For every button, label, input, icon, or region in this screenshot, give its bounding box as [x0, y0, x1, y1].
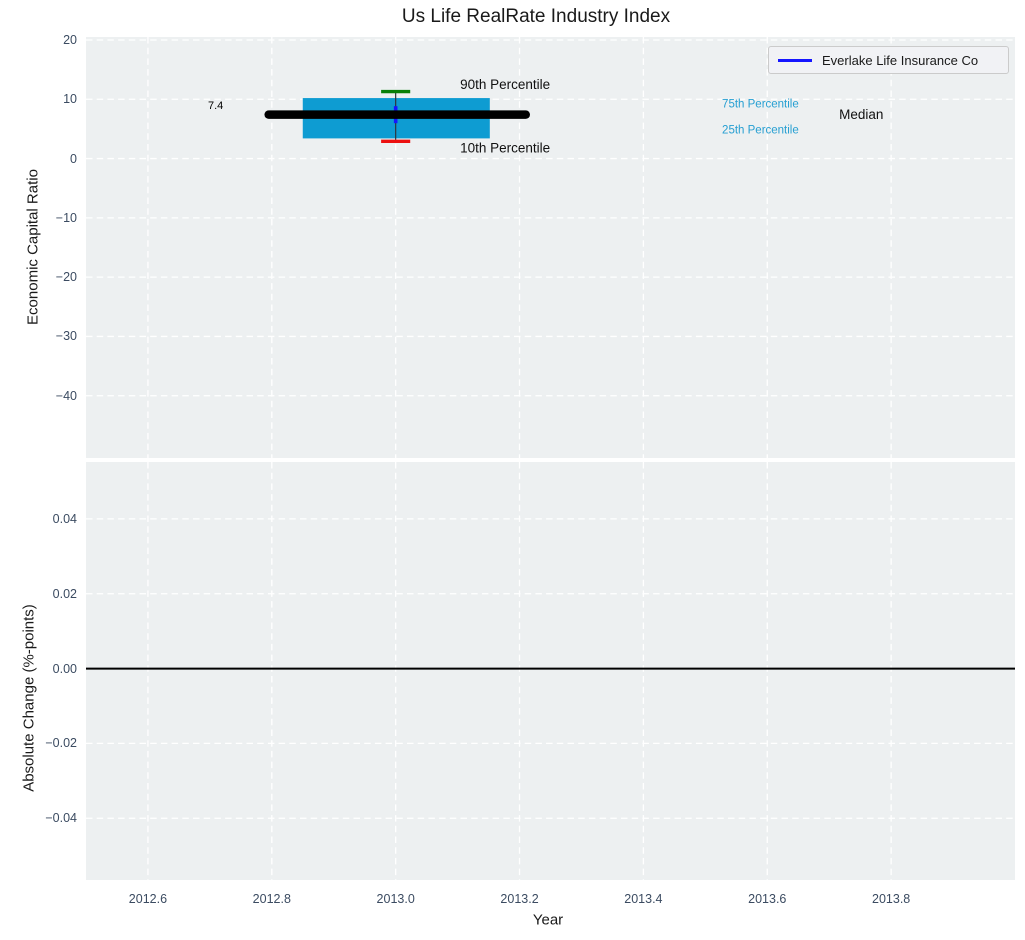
y-tick-label: 20	[63, 33, 77, 47]
x-axis-label: Year	[533, 912, 563, 929]
x-tick-label: 2013.8	[872, 892, 910, 906]
annotation-text: 10th Percentile	[460, 140, 550, 155]
y-tick-label: −0.04	[45, 811, 77, 825]
y-tick-label: −10	[56, 211, 77, 225]
annotation-text: 7.4	[208, 100, 223, 112]
annotation-text: 25th Percentile	[722, 125, 799, 137]
y-tick-label: −40	[56, 389, 77, 403]
y-tick-label: 0	[70, 152, 77, 166]
y-tick-label: −0.02	[45, 736, 77, 750]
bottom-y-axis-label: Absolute Change (%-points)	[21, 604, 38, 792]
bottom-plot-area	[86, 462, 1015, 880]
y-tick-label: 10	[63, 92, 77, 106]
top-y-axis-label: Economic Capital Ratio	[25, 169, 42, 325]
legend-label: Everlake Life Insurance Co	[822, 53, 978, 68]
bottom-plot-canvas	[86, 462, 1015, 880]
y-tick-label: −30	[56, 329, 77, 343]
x-tick-label: 2012.8	[253, 892, 291, 906]
annotation-text: 90th Percentile	[460, 77, 550, 92]
legend-line-icon	[778, 59, 812, 62]
y-tick-label: 0.04	[53, 512, 77, 526]
annotation-text: Median	[839, 107, 883, 122]
y-tick-label: 0.02	[53, 587, 77, 601]
y-tick-label: −20	[56, 270, 77, 284]
x-tick-label: 2013.6	[748, 892, 786, 906]
top-plot-canvas: 7.4 90th Percentile 10th Percentile 75th Pe…	[86, 37, 1015, 458]
chart-title: Us Life RealRate Industry Index	[86, 6, 986, 28]
top-plot-area: 7.4 90th Percentile 10th Percentile 75th Pe…	[86, 37, 1015, 458]
x-tick-label: 2013.0	[377, 892, 415, 906]
x-tick-label: 2012.6	[129, 892, 167, 906]
x-tick-label: 2013.4	[624, 892, 662, 906]
y-tick-label: 0.00	[53, 662, 77, 676]
legend: Everlake Life Insurance Co	[768, 46, 1009, 74]
x-tick-label: 2013.2	[500, 892, 538, 906]
annotation-text: 75th Percentile	[722, 99, 799, 111]
